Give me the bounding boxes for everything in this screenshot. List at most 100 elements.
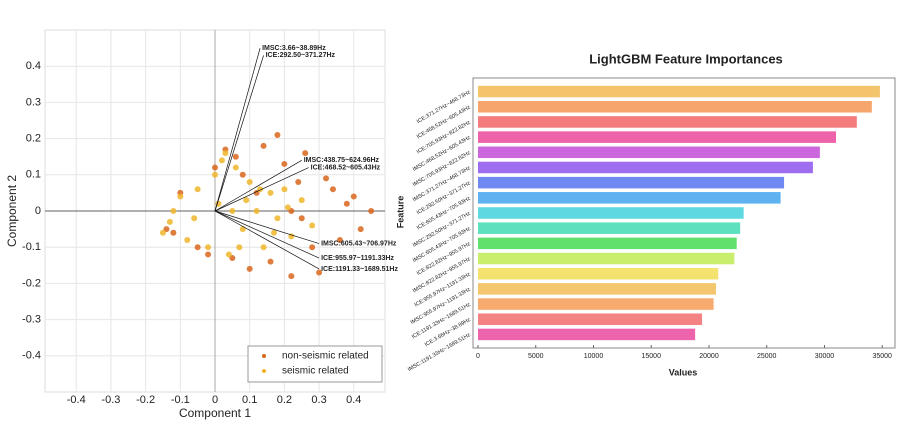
point [267, 189, 274, 196]
bar [478, 207, 744, 219]
point [281, 186, 288, 193]
bar [478, 146, 820, 159]
bar [478, 192, 781, 204]
bar [478, 131, 837, 143]
y-tick-label: -0.4 [22, 350, 41, 362]
point [225, 251, 232, 258]
point [260, 142, 267, 149]
legend-label: non-seismic related [282, 351, 369, 362]
x-tick-label: 10000 [584, 353, 604, 360]
point [329, 186, 336, 193]
loading-label: IMSC:3.66~38.89Hz [262, 45, 326, 52]
point [316, 269, 323, 276]
y-tick-label: -0.3 [22, 314, 41, 326]
x-tick-label: 15000 [642, 353, 662, 360]
point [191, 215, 198, 222]
x-tick-label: 25000 [757, 353, 777, 360]
point [236, 244, 243, 251]
point [170, 208, 177, 214]
x-axis-label: Component 1 [179, 406, 251, 420]
point [205, 244, 212, 251]
point [336, 236, 343, 243]
y-axis-label: Component 2 [5, 175, 19, 247]
loading-label: ICE:1191.33~1689.51Hz [321, 266, 398, 273]
point [309, 244, 316, 251]
bar [478, 328, 696, 341]
point [295, 179, 302, 186]
point [170, 229, 177, 236]
point [357, 226, 364, 233]
bar [478, 100, 872, 113]
loading-vector [214, 48, 261, 212]
bar [478, 252, 735, 265]
bar [478, 85, 880, 98]
y-tick-label: 0.1 [26, 169, 41, 181]
x-tick-label: -0.3 [101, 394, 120, 406]
x-tick-label: 0 [476, 353, 480, 360]
x-tick-label: 0 [212, 394, 218, 406]
bar [478, 116, 857, 128]
plot-area [472, 77, 896, 349]
loading-vector [214, 167, 309, 212]
point [205, 251, 212, 258]
bar [478, 313, 703, 326]
y-tick-label: 0.3 [26, 96, 41, 108]
x-tick-label: 0.2 [277, 394, 292, 406]
point [212, 171, 218, 178]
x-tick-label: 20000 [699, 353, 719, 360]
bar [478, 283, 716, 295]
x-tick-label: 0.3 [311, 394, 326, 406]
point [350, 193, 357, 200]
legend-swatch [262, 369, 266, 373]
point [284, 204, 291, 211]
x-tick-label: 30000 [815, 353, 835, 360]
point [194, 186, 201, 193]
point [267, 258, 274, 265]
legend-box [247, 345, 383, 383]
point [177, 193, 184, 200]
point [194, 244, 201, 251]
point [166, 218, 173, 225]
point [298, 197, 305, 204]
bar [478, 161, 813, 174]
point [212, 164, 218, 171]
chart-title: LightGBM Feature Importances [589, 51, 783, 66]
point [343, 200, 350, 207]
point [288, 233, 295, 240]
bar [478, 298, 714, 310]
x-tick-label: -0.2 [136, 394, 155, 406]
loading-vector [214, 55, 264, 212]
y-tick-label: 0 [35, 205, 41, 217]
bar [478, 267, 719, 280]
point [229, 208, 236, 214]
bar [478, 237, 737, 250]
y-tick-label: -0.2 [22, 277, 41, 289]
y-tick-label: -0.1 [22, 241, 41, 253]
point [218, 157, 225, 164]
point [302, 150, 309, 157]
x-tick-label: 5000 [528, 353, 544, 360]
point [368, 208, 375, 214]
loading-vector [214, 210, 320, 259]
legend-swatch [262, 354, 266, 358]
point [246, 265, 253, 272]
point [323, 175, 330, 182]
loading-label: ICE:292.50~371.27Hz [266, 52, 336, 59]
legend-label: seismic related [282, 366, 349, 377]
point [184, 236, 191, 243]
point [246, 179, 253, 186]
loading-vector [214, 210, 320, 244]
x-tick-label: 0.4 [346, 394, 361, 406]
point [232, 164, 239, 171]
point [239, 171, 246, 178]
x-tick-label: -0.1 [171, 394, 190, 406]
loading-label: ICE:955.97~1191.33Hz [321, 255, 394, 262]
point [239, 226, 246, 233]
x-axis-label: Values [669, 367, 698, 377]
x-tick-label: 0.1 [242, 394, 257, 406]
point [253, 208, 260, 214]
loading-label: IMSC:438.75~624.96Hz [304, 157, 380, 164]
loading-vector [214, 210, 320, 270]
